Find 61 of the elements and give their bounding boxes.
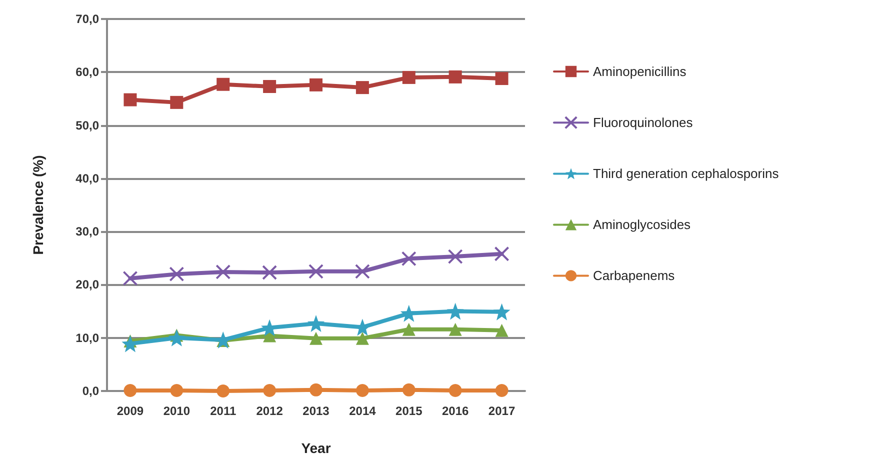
point bbox=[401, 251, 416, 266]
point bbox=[124, 384, 137, 397]
y-tick-label: 50,0 bbox=[76, 118, 100, 132]
point bbox=[356, 332, 369, 345]
point bbox=[216, 78, 230, 91]
point bbox=[448, 322, 462, 336]
x-tick-label: 2014 bbox=[349, 404, 376, 418]
legend-label: Third generation cephalosporins bbox=[593, 166, 780, 182]
x-tick-label: 2013 bbox=[302, 404, 330, 418]
y-tick-label: 30,0 bbox=[76, 224, 100, 239]
x-tick-label: 2009 bbox=[116, 404, 144, 418]
x-tick-label: 2016 bbox=[442, 404, 470, 418]
legend-label: Carbapenems bbox=[593, 268, 676, 284]
point bbox=[400, 304, 418, 322]
y-tick-label: 70,0 bbox=[76, 12, 100, 26]
point bbox=[402, 70, 416, 84]
y-axis-title: Prevalence (%) bbox=[30, 155, 46, 255]
point bbox=[493, 303, 510, 320]
point bbox=[356, 384, 369, 397]
point bbox=[263, 80, 276, 93]
point bbox=[170, 96, 184, 109]
point bbox=[310, 78, 322, 92]
point bbox=[354, 264, 370, 279]
point bbox=[495, 324, 508, 337]
point bbox=[169, 266, 184, 282]
point bbox=[402, 322, 416, 336]
point bbox=[494, 246, 510, 262]
x-tick-label: 2015 bbox=[396, 404, 423, 418]
point bbox=[308, 264, 324, 279]
point bbox=[448, 70, 462, 84]
y-tick-label: 40,0 bbox=[76, 171, 100, 186]
point bbox=[310, 332, 322, 345]
legend-label: Aminopenicillins bbox=[593, 64, 687, 79]
point bbox=[122, 270, 138, 286]
point bbox=[170, 384, 184, 397]
point bbox=[216, 384, 230, 398]
y-tick-label: 0,0 bbox=[82, 384, 100, 398]
point bbox=[168, 329, 186, 346]
point bbox=[402, 383, 416, 396]
point bbox=[495, 384, 508, 397]
legend-label: Fluoroquinolones bbox=[593, 115, 694, 130]
point bbox=[495, 72, 508, 86]
y-tick-label: 20,0 bbox=[76, 278, 100, 292]
point bbox=[262, 264, 278, 280]
x-tick-label: 2012 bbox=[256, 404, 284, 418]
point bbox=[448, 249, 463, 264]
point bbox=[124, 93, 137, 106]
x-tick-label: 2010 bbox=[163, 404, 190, 418]
y-tick-label: 60,0 bbox=[76, 65, 100, 80]
legend-label: Aminoglycosides bbox=[593, 217, 692, 232]
point bbox=[310, 383, 322, 396]
point bbox=[216, 264, 231, 280]
point bbox=[446, 302, 464, 320]
point bbox=[448, 384, 462, 397]
x-tick-label: 2011 bbox=[210, 404, 236, 418]
point bbox=[263, 384, 276, 397]
x-axis-title: Year bbox=[301, 440, 332, 456]
point bbox=[356, 81, 369, 94]
x-tick-label: 2017 bbox=[488, 404, 516, 418]
point bbox=[308, 315, 324, 332]
y-tick-label: 10,0 bbox=[76, 330, 100, 345]
